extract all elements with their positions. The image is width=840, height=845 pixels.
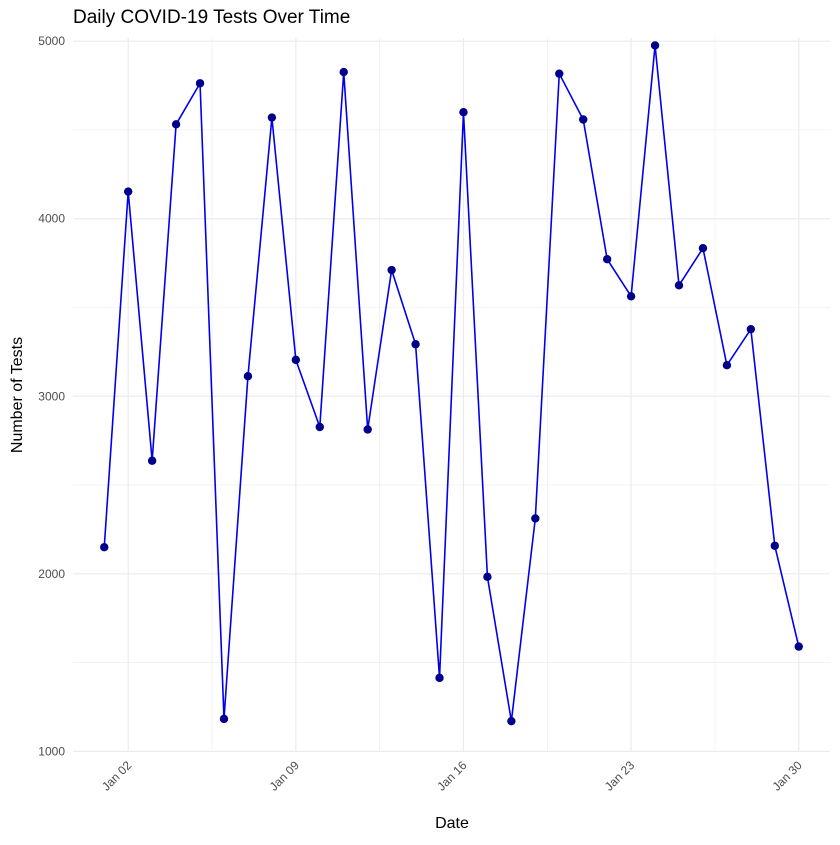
data-point (411, 340, 420, 349)
data-point (243, 372, 253, 381)
data-point (555, 69, 564, 78)
data-point (626, 292, 636, 301)
x-tick-label: Jan 30 (769, 758, 805, 794)
data-point (291, 355, 301, 365)
x-tick-label: Jan 23 (602, 758, 638, 794)
data-point (387, 265, 396, 275)
data-point (531, 514, 540, 523)
data-point (219, 714, 229, 724)
x-axis-ticks: Jan 02 Jan 09 Jan 16 Jan 23 Jan 30 (99, 758, 805, 794)
x-tick-label: Jan 09 (267, 758, 303, 794)
data-point (579, 115, 588, 124)
major-gridlines (73, 38, 830, 752)
data-point (746, 324, 756, 334)
data-point (459, 108, 468, 117)
y-tick-label: 2000 (38, 567, 65, 581)
y-tick-label: 5000 (38, 34, 65, 48)
data-point (698, 244, 708, 253)
data-point (483, 572, 492, 582)
y-tick-label: 4000 (38, 212, 65, 226)
data-point (124, 187, 133, 196)
data-point (363, 425, 372, 434)
data-point (195, 79, 205, 88)
series-line-group (103, 44, 800, 722)
y-axis-label: Number of Tests (9, 337, 26, 453)
data-point (339, 67, 348, 77)
chart-title: Daily COVID-19 Tests Over Time (73, 7, 350, 28)
data-point (507, 716, 516, 726)
data-point (171, 120, 181, 129)
data-point (315, 422, 324, 432)
data-point (794, 642, 803, 651)
x-axis-label: Date (435, 815, 469, 832)
data-point (650, 41, 660, 50)
y-axis-ticks: 1000 2000 3000 4000 5000 (38, 34, 65, 758)
series-line (103, 44, 800, 722)
data-point (147, 456, 157, 465)
y-tick-label: 1000 (38, 744, 65, 758)
data-point (267, 113, 277, 122)
data-point (435, 673, 444, 683)
data-points (100, 41, 803, 726)
data-point (674, 281, 684, 290)
data-point (100, 542, 109, 552)
data-point (602, 255, 612, 264)
x-tick-label: Jan 16 (434, 758, 470, 794)
x-tick-label: Jan 02 (99, 758, 135, 794)
y-tick-label: 3000 (38, 389, 65, 403)
data-point (722, 361, 732, 370)
data-point (770, 541, 779, 550)
